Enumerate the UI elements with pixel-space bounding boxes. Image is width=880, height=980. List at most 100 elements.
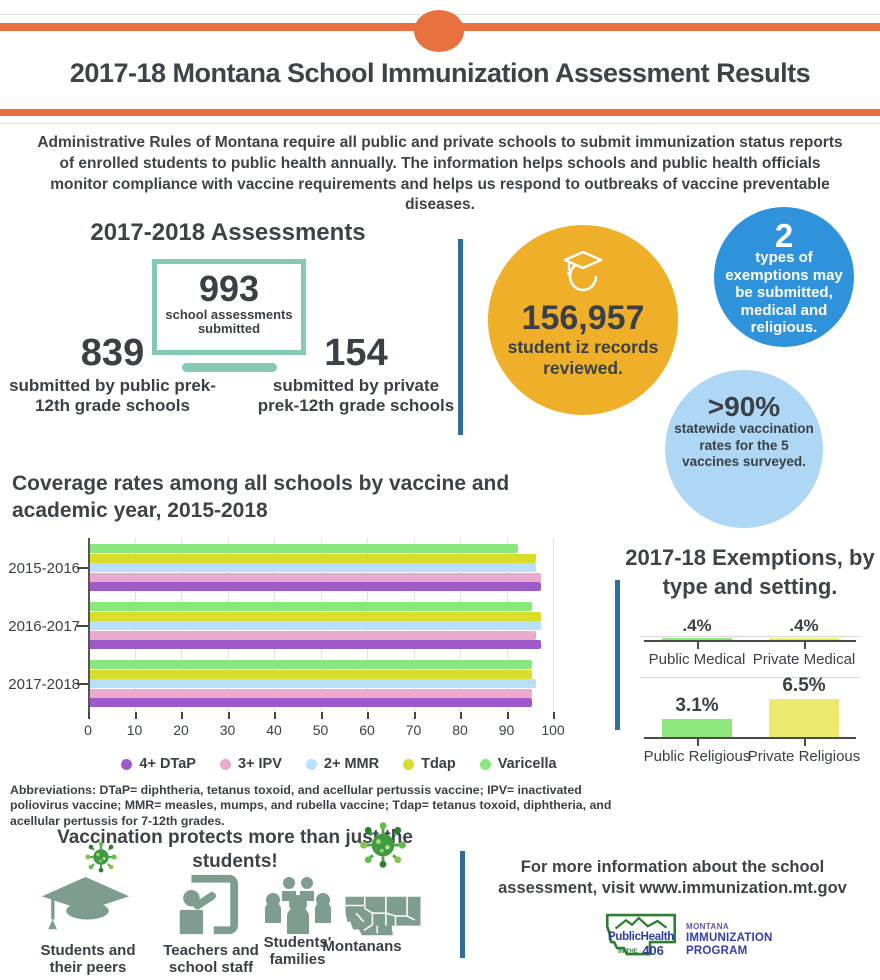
publichealth-406-logo: [605, 913, 677, 956]
coverage-chart-legend: 4+ DTaP 3+ IPV 2+ MMR Tdap Varicella: [88, 756, 590, 772]
coverage-bar: [90, 553, 537, 563]
assessments-heading: 2017-2018 Assessments: [90, 219, 366, 246]
header-orange-bar-bottom: [0, 109, 880, 116]
x-axis-tick-label: 60: [359, 722, 375, 738]
logo-org-immunization: IMMUNIZATION: [686, 931, 773, 944]
coverage-bar: [90, 679, 537, 689]
exemption-types-value: 2: [774, 217, 794, 254]
records-badge: 156,957 student iz records reviewed.: [488, 225, 678, 415]
x-axis-tick: [413, 712, 416, 719]
legend-swatch: [121, 758, 133, 770]
x-axis-tick-label: 70: [405, 722, 422, 738]
assessments-total-label: school assessments submitted: [165, 306, 293, 337]
exemption-category-label: Public Medical: [648, 651, 746, 668]
x-axis-tick: [506, 712, 509, 719]
coverage-bar: [90, 621, 542, 631]
coverage-bar: [90, 544, 518, 553]
monitor-stand: [182, 363, 277, 372]
virus-icon-small: [85, 841, 117, 873]
logo-inthe-text: IN THE: [618, 949, 638, 955]
exemption-gridline: [640, 636, 860, 637]
y-axis-tick: [77, 625, 88, 627]
legend-label: 4+ DTaP: [139, 756, 196, 772]
exemption-bar: [662, 719, 732, 737]
x-gridline: [553, 538, 554, 712]
public-schools-value: 839: [80, 332, 145, 374]
exemption-types-label: types of exemptions may be submitted, me…: [725, 249, 843, 336]
graduation-cap-icon: [41, 876, 130, 930]
x-axis-tick-label: 30: [219, 722, 236, 738]
coverage-bar: [90, 602, 532, 611]
header-orange-ellipse: [414, 10, 464, 52]
legend-swatch: [305, 758, 317, 770]
logo-publichealth-text: PublicHealth: [607, 931, 675, 943]
montana-map-icon: [345, 896, 421, 936]
public-schools-label: submitted by public prek-12th grade scho…: [9, 376, 216, 415]
exemption-axis-line: [644, 737, 856, 739]
exemption-axis-tick: [804, 642, 806, 649]
x-axis-tick: [553, 712, 555, 719]
x-axis-tick-label: 0: [84, 722, 92, 738]
statewide-coverage-value: >90%: [707, 391, 781, 422]
x-axis-tick-label: 80: [452, 722, 468, 738]
protect-item-label: Students and their peers: [40, 942, 136, 977]
footer-info-text: For more information about the school as…: [498, 858, 847, 898]
legend-label: Varicella: [497, 756, 557, 772]
coverage-bar: [90, 563, 537, 573]
legend-swatch: [219, 758, 231, 770]
legend-swatch: [479, 758, 491, 770]
x-axis-tick: [274, 712, 276, 719]
exemption-bar: [662, 637, 732, 640]
family-group-icon: [265, 877, 331, 934]
divider-assessments: [458, 239, 463, 435]
x-axis-tick: [320, 712, 323, 719]
coverage-bar: [90, 572, 542, 582]
exemption-value-label: 6.5%: [782, 675, 826, 697]
assessments-total-value: 993: [198, 268, 260, 309]
logo-406-row: IN THE 406: [602, 942, 680, 960]
header-hairline-bottom: [0, 123, 880, 124]
legend-label: Tdap: [421, 756, 456, 772]
legend-item: Tdap: [403, 756, 456, 772]
y-axis-line: [88, 538, 90, 712]
y-axis-label: 2016-2017: [8, 618, 80, 635]
coverage-bar: [90, 611, 542, 621]
legend-item: 4+ DTaP: [121, 756, 196, 772]
assessments-total-box: 993 school assessments submitted: [152, 259, 306, 355]
legend-item: 3+ IPV: [219, 756, 282, 772]
protect-item-label: Teachers and school staff: [163, 942, 259, 977]
protect-item-label: Montanans: [322, 938, 402, 955]
exemption-bar: [769, 637, 839, 640]
y-axis-tick: [77, 683, 88, 685]
coverage-bar: [90, 630, 537, 640]
records-label: student iz records reviewed.: [507, 337, 659, 378]
virus-icon-large: [360, 822, 406, 868]
x-axis-tick: [134, 712, 137, 719]
exemption-category-label: Private Religious: [747, 748, 861, 765]
protect-item-label: Students' families: [263, 934, 332, 969]
public-schools-stat: 839 submitted by public prek-12th grade …: [5, 334, 220, 415]
statewide-coverage-badge: >90% statewide vaccination rates for the…: [665, 370, 823, 528]
coverage-bar: [90, 660, 532, 669]
exemption-category-label: Public Religious: [643, 748, 751, 765]
coverage-bar: [90, 582, 542, 592]
x-axis-tick: [227, 712, 230, 719]
x-axis-tick-label: 10: [126, 722, 143, 738]
coverage-chart-plot: 0 10 20 30 40 50 60 70 80 90 100 2015-2016 2016-2017…: [8, 538, 590, 738]
exemption-axis-tick: [697, 739, 699, 746]
coverage-chart-title: Coverage rates among all schools by vacc…: [12, 472, 510, 523]
abbreviations-note: Abbreviations: DTaP= diphtheria, tetanus…: [10, 783, 612, 828]
statewide-coverage-label: statewide vaccination rates for the 5 va…: [674, 421, 814, 469]
exemption-value-label: .4%: [682, 615, 712, 635]
x-axis-tick: [460, 712, 462, 719]
x-axis-tick-label: 40: [266, 722, 282, 738]
coverage-bar: [90, 698, 532, 708]
exemption-bar: [769, 699, 839, 737]
divider-footer: [460, 851, 465, 958]
logo-org-block: MONTANA IMMUNIZATION PROGRAM: [686, 922, 773, 959]
coverage-bar: [90, 688, 532, 698]
private-schools-stat: 154 submitted by private prek-12th grade…: [250, 334, 462, 415]
x-axis-tick: [181, 712, 183, 719]
x-axis-tick: [88, 712, 90, 719]
